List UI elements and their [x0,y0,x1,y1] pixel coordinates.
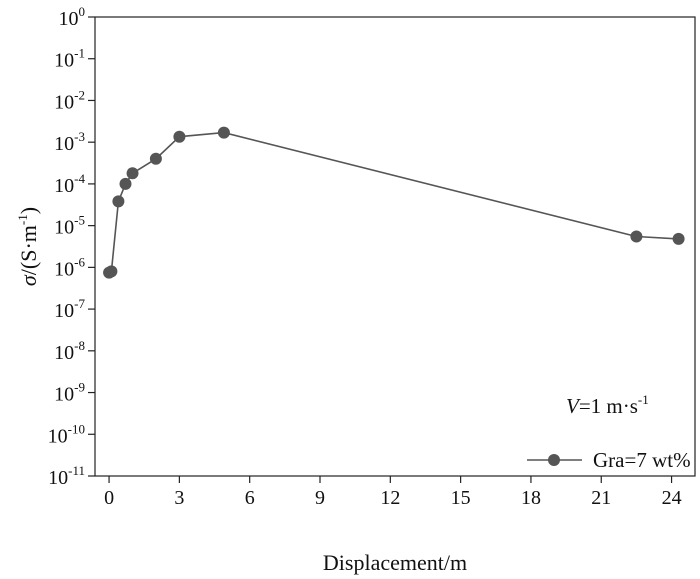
legend-label-0: Gra=7 wt% [593,448,691,472]
y-tick-label-11: 10-11 [48,463,85,489]
y-axis-unit-exp: -1 [15,214,30,225]
x-tick-label-2: 6 [245,487,255,509]
legend-marker [548,454,560,466]
y-tick-label-7: 10-7 [54,296,85,322]
data-point-5 [149,152,162,165]
x-tick-label-7: 21 [591,487,611,509]
y-axis-symbol: σ [16,274,41,286]
y-tick-label-0: 100 [59,4,86,30]
series-layer [103,126,685,279]
x-tick-label-5: 15 [451,487,471,509]
velocity-annotation: V=1 m·s-1 [566,392,649,418]
annotation-exp: -1 [638,392,649,407]
y-tick-label-5: 10-5 [54,213,85,239]
y-tick-label-1: 10-1 [54,46,85,72]
data-point-1 [105,265,118,278]
x-tick-label-1: 3 [174,487,184,509]
y-tick-label-3: 10-3 [54,129,85,155]
y-tick-label-8: 10-8 [54,338,85,364]
x-tick-label-8: 24 [662,487,682,509]
y-axis-unit-prefix: /(S·m [16,225,41,275]
data-point-9 [672,232,685,245]
plot-frame [94,16,696,477]
y-tick-label-4: 10-4 [54,171,85,197]
data-point-6 [173,130,186,143]
y-axis-title: σ/(S·m-1) [15,207,41,286]
data-point-7 [217,126,230,139]
data-point-2 [112,195,125,208]
y-tick-label-10: 10-10 [48,421,85,447]
y-tick-label-2: 10-2 [54,87,85,113]
x-tick-label-6: 18 [521,487,541,509]
y-axis-unit-suffix: ) [16,207,41,214]
x-tick-label-0: 0 [104,487,114,509]
y-tick-label-6: 10-6 [54,254,85,280]
data-point-4 [126,167,139,180]
annotation-var: V [566,394,581,418]
ticks-layer: 0 3 6 9 12 15 18 21 24 100 10-1 10-2 10-3 10-4 10-5 10-… [48,4,682,509]
y-tick-label-9: 10-9 [54,380,85,406]
data-point-8 [630,230,643,243]
legend: Gra=7 wt% [527,448,691,472]
x-axis-title: Displacement/m [323,550,467,575]
annotation-main: =1 m·s [579,394,638,418]
x-tick-label-3: 9 [315,487,325,509]
x-tick-label-4: 12 [380,487,400,509]
series-line-0 [108,131,679,274]
data-point-3 [119,177,132,190]
